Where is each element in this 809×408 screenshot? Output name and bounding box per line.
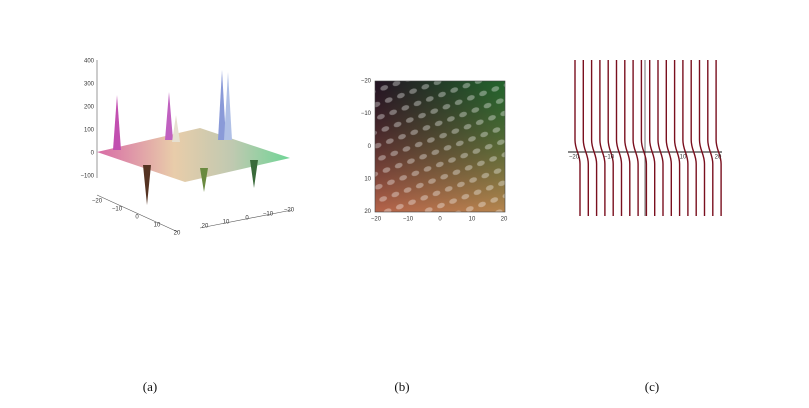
- tick-label: 100: [84, 128, 95, 134]
- tick-label: −10: [604, 155, 615, 161]
- kink-curve: [690, 60, 697, 216]
- tick-label: −10: [361, 111, 372, 117]
- tick-label: 0: [245, 216, 249, 222]
- tick-label: 10: [469, 217, 476, 223]
- tick-label: −10: [112, 207, 123, 213]
- caption: (c): [645, 379, 659, 394]
- tick-label: 20: [715, 155, 722, 161]
- tick-label: 0: [368, 144, 372, 150]
- kink-curve: [607, 60, 614, 216]
- kink-curve: [715, 60, 722, 216]
- tick-label: −100: [80, 174, 94, 180]
- tick-label: −20: [361, 79, 372, 85]
- tick-label: 20: [174, 231, 181, 237]
- kink-curve: [615, 60, 623, 216]
- kink-curve: [599, 60, 606, 216]
- tick-label: 0: [135, 215, 139, 221]
- tick-label: 10: [680, 155, 687, 161]
- kink-curve: [698, 60, 706, 216]
- kink-curve: [682, 60, 689, 216]
- kink-curve: [632, 60, 639, 216]
- tick-label: 10: [154, 223, 161, 229]
- kink-curve: [640, 60, 648, 216]
- tick-label: 0: [91, 151, 95, 157]
- tick-label: −20: [371, 217, 382, 223]
- panel-b-plot: [374, 80, 506, 213]
- tick-label: 300: [84, 82, 95, 88]
- kink-curve: [665, 60, 672, 216]
- tick-label: 10: [223, 220, 230, 226]
- tick-label: −10: [263, 212, 274, 218]
- caption: (b): [394, 379, 409, 394]
- kink-curve: [707, 60, 714, 216]
- kink-curve: [624, 60, 631, 216]
- kink-curve: [657, 60, 664, 216]
- kink-curve: [574, 60, 581, 216]
- tick-label: 400: [84, 59, 95, 65]
- tick-label: 10: [364, 176, 371, 182]
- kink-curve: [582, 60, 589, 216]
- tick-label: 20: [202, 224, 209, 230]
- tick-label: −20: [284, 208, 295, 214]
- tick-label: 200: [84, 105, 95, 111]
- tick-label: 20: [501, 217, 508, 223]
- caption: (a): [143, 379, 157, 394]
- panel-a-plot: [96, 60, 293, 233]
- tick-label: 0: [438, 217, 442, 223]
- kink-curve: [673, 60, 681, 216]
- tick-label: −20: [569, 155, 580, 161]
- tick-label: −10: [403, 217, 414, 223]
- tick-label: 20: [364, 209, 371, 215]
- kink-curve: [649, 60, 656, 216]
- kink-curve: [590, 60, 598, 216]
- tick-label: −20: [92, 199, 103, 205]
- panel-c-plot: [568, 60, 722, 216]
